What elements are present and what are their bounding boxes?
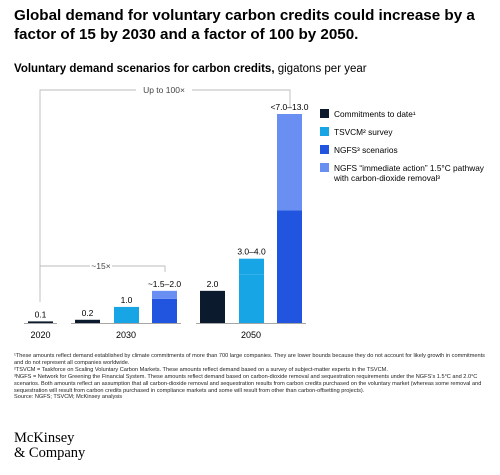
group-label-2050: 2050 bbox=[241, 330, 261, 340]
bar-2050-commitments bbox=[200, 290, 225, 323]
bracket-15x-label-bg bbox=[90, 260, 112, 272]
bar-2030-tsvcm bbox=[114, 306, 139, 323]
legend-swatch-tsvcm bbox=[320, 127, 329, 136]
value-label-2050-tsvcm: 3.0–4.0 bbox=[237, 247, 266, 257]
value-label-2030-ngfs: ~1.5–2.0 bbox=[148, 279, 182, 289]
footnote-3: ³NGFS = Network for Greening the Financi… bbox=[14, 373, 482, 394]
logo-line-1: McKinsey bbox=[14, 430, 75, 446]
logo-line-2: & Company bbox=[14, 445, 86, 461]
headline: Global demand for voluntary carbon credi… bbox=[14, 7, 475, 43]
bar-2030-commitments bbox=[75, 319, 100, 323]
subtitle-unit: gigatons per year bbox=[274, 63, 367, 75]
legend-swatch-ngfs bbox=[320, 145, 329, 154]
bar-2050-ngfs bbox=[277, 210, 302, 323]
group-label-2030: 2030 bbox=[116, 330, 136, 340]
subtitle-bold: Voluntary demand scenarios for carbon cr… bbox=[14, 63, 275, 75]
bracket-100x-label: Up to 100× bbox=[143, 85, 185, 95]
value-label-2050-commitments: 2.0 bbox=[207, 279, 219, 289]
bar-chart: Up to 100× ~15× 0.1 0.2 1.0 ~1.5–2.0 2.0 3.0–4… bbox=[24, 84, 485, 340]
value-label-2020-commitments: 0.1 bbox=[35, 309, 47, 319]
bar-2020-commitments bbox=[28, 321, 53, 323]
group-label-2020: 2020 bbox=[30, 330, 50, 340]
chart-subtitle: Voluntary demand scenarios for carbon cr… bbox=[14, 62, 367, 76]
bar-2030-ngfs bbox=[152, 298, 177, 323]
legend-swatch-ngfs_immediate bbox=[320, 163, 329, 172]
growth-brackets: Up to 100× ~15× bbox=[39, 84, 291, 302]
bar-2050-tsvcm bbox=[239, 274, 264, 323]
value-label-2030-commitments: 0.2 bbox=[82, 308, 94, 318]
legend-swatch-commitments bbox=[320, 109, 329, 118]
source-note: Source: NGFS; TSVCM; McKinsey analysis bbox=[14, 394, 123, 401]
legend: Commitments to date¹ TSVCM² survey NGFS³ s… bbox=[320, 109, 485, 183]
bracket-15x-label: ~15× bbox=[91, 261, 110, 271]
mckinsey-logo: McKinsey & Company bbox=[14, 431, 85, 461]
footnote-2: ²TSVCM = Taskforce on Scaling Voluntary … bbox=[14, 366, 388, 373]
legend-label-commitments: Commitments to date¹ bbox=[334, 109, 416, 119]
legend-label-ngfs_immediate: NGFS “immediate action” 1.5°C pathway wit… bbox=[333, 163, 485, 183]
bar-2050-ngfs-upper bbox=[277, 114, 302, 211]
legend-label-tsvcm: TSVCM² survey bbox=[334, 127, 393, 137]
bar-2050-tsvcm-upper bbox=[239, 258, 264, 275]
bars bbox=[24, 114, 306, 324]
footnotes: ¹These amounts reflect demand establishe… bbox=[14, 353, 488, 401]
value-labels: 0.1 0.2 1.0 ~1.5–2.0 2.0 3.0–4.0 <7.0–13.0 bbox=[35, 102, 309, 319]
value-label-2030-tsvcm: 1.0 bbox=[121, 295, 133, 305]
value-label-2050-ngfs: <7.0–13.0 bbox=[270, 102, 308, 112]
group-labels: 2020 2030 2050 bbox=[30, 330, 261, 340]
bracket-100x-label-bg bbox=[136, 84, 192, 96]
legend-label-ngfs: NGFS³ scenarios bbox=[334, 145, 398, 155]
footnote-1: ¹These amounts reflect demand establishe… bbox=[14, 353, 485, 366]
bar-2030-ngfs-upper bbox=[152, 290, 177, 299]
